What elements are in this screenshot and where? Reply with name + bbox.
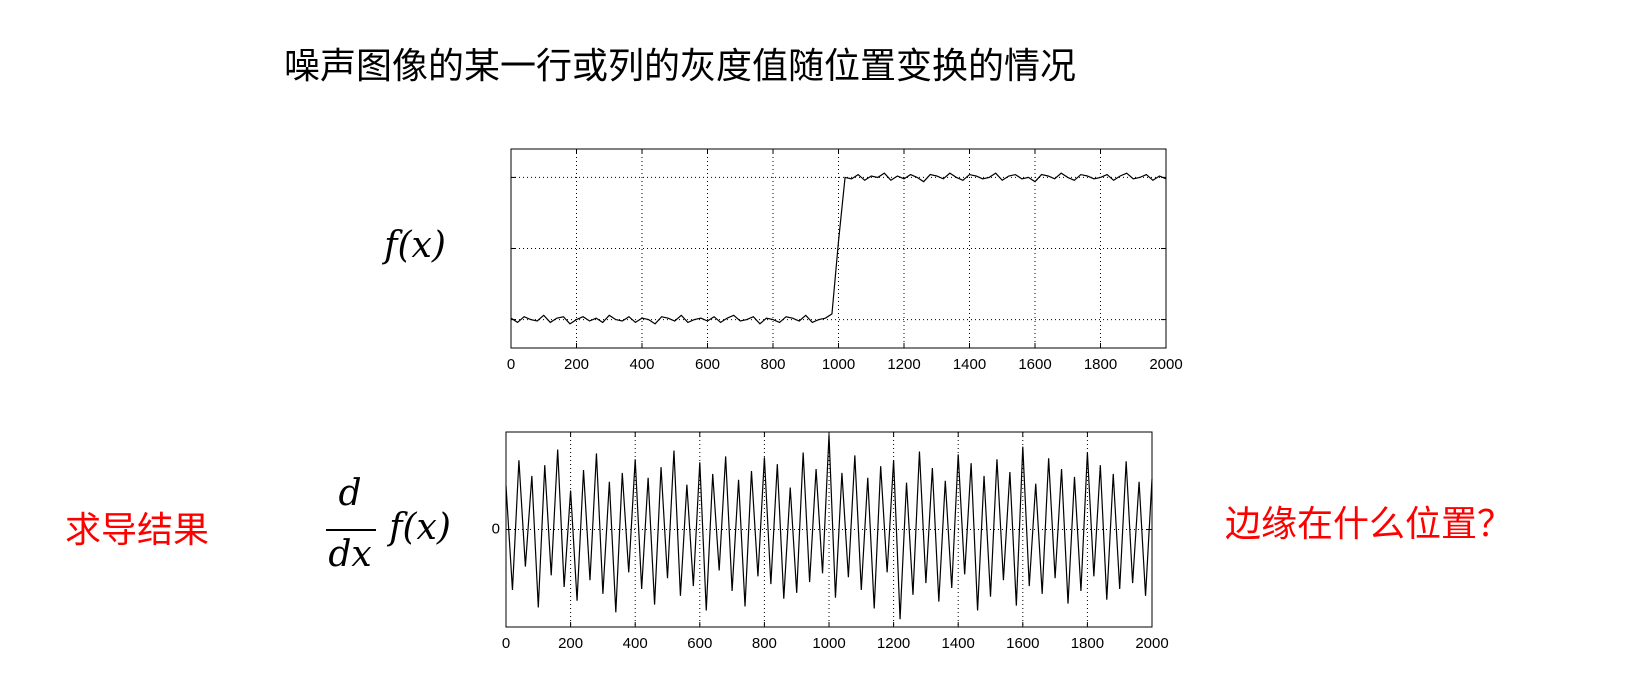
y-label-numerator: d [338, 473, 361, 514]
data-line [505, 434, 1153, 620]
x-tick-label: 1800 [1071, 635, 1104, 652]
data-line [510, 172, 1167, 325]
y-label: f(x) [381, 225, 446, 266]
x-tick-label: 600 [687, 635, 712, 652]
x-tick-label: 800 [752, 635, 777, 652]
x-tick-label: 1200 [887, 356, 920, 373]
x-tick-label: 1400 [953, 356, 986, 373]
x-tick-label: 1000 [812, 635, 845, 652]
x-tick-label: 2000 [1149, 356, 1182, 373]
x-tick-label: 1400 [942, 635, 975, 652]
x-tick-label: 600 [695, 356, 720, 373]
x-tick-label: 1000 [822, 356, 855, 373]
x-tick-label: 1600 [1006, 635, 1039, 652]
x-tick-label: 800 [760, 356, 785, 373]
x-tick-label: 1800 [1084, 356, 1117, 373]
x-tick-label: 2000 [1135, 635, 1168, 652]
y-label-denominator: dx [328, 534, 371, 575]
slide-title: 噪声图像的某一行或列的灰度值随位置变换的情况 [284, 46, 1076, 87]
y-label-function: f(x) [386, 507, 451, 548]
x-tick-label: 200 [564, 356, 589, 373]
x-tick-label: 400 [623, 635, 648, 652]
x-tick-label: 200 [558, 635, 583, 652]
x-tick-label: 0 [507, 356, 515, 373]
question: 边缘在什么位置？ [1225, 504, 1513, 545]
x-tick-label: 1200 [877, 635, 910, 652]
left-label: 求导结果 [65, 510, 209, 551]
x-tick-label: 400 [629, 356, 654, 373]
x-tick-label: 1600 [1018, 356, 1051, 373]
y-tick-label: 0 [492, 520, 500, 537]
x-tick-label: 0 [502, 635, 510, 652]
